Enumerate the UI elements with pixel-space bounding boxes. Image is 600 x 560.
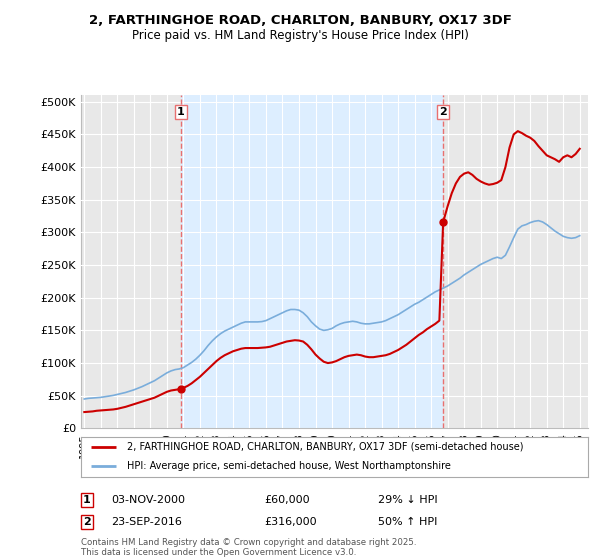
Text: Contains HM Land Registry data © Crown copyright and database right 2025.
This d: Contains HM Land Registry data © Crown c… xyxy=(81,538,416,557)
Text: £60,000: £60,000 xyxy=(264,495,310,505)
Text: 2, FARTHINGHOE ROAD, CHARLTON, BANBURY, OX17 3DF (semi-detached house): 2, FARTHINGHOE ROAD, CHARLTON, BANBURY, … xyxy=(127,442,523,452)
Text: 1: 1 xyxy=(177,107,185,117)
Text: Price paid vs. HM Land Registry's House Price Index (HPI): Price paid vs. HM Land Registry's House … xyxy=(131,29,469,42)
Text: 29% ↓ HPI: 29% ↓ HPI xyxy=(378,495,437,505)
Text: £316,000: £316,000 xyxy=(264,517,317,527)
Text: 2, FARTHINGHOE ROAD, CHARLTON, BANBURY, OX17 3DF: 2, FARTHINGHOE ROAD, CHARLTON, BANBURY, … xyxy=(89,14,511,27)
Text: 1: 1 xyxy=(83,495,91,505)
Bar xyxy=(181,95,443,428)
Text: 2: 2 xyxy=(439,107,447,117)
Text: 50% ↑ HPI: 50% ↑ HPI xyxy=(378,517,437,527)
Text: 2: 2 xyxy=(83,517,91,527)
Text: HPI: Average price, semi-detached house, West Northamptonshire: HPI: Average price, semi-detached house,… xyxy=(127,461,451,471)
Text: 03-NOV-2000: 03-NOV-2000 xyxy=(111,495,185,505)
Text: 23-SEP-2016: 23-SEP-2016 xyxy=(111,517,182,527)
